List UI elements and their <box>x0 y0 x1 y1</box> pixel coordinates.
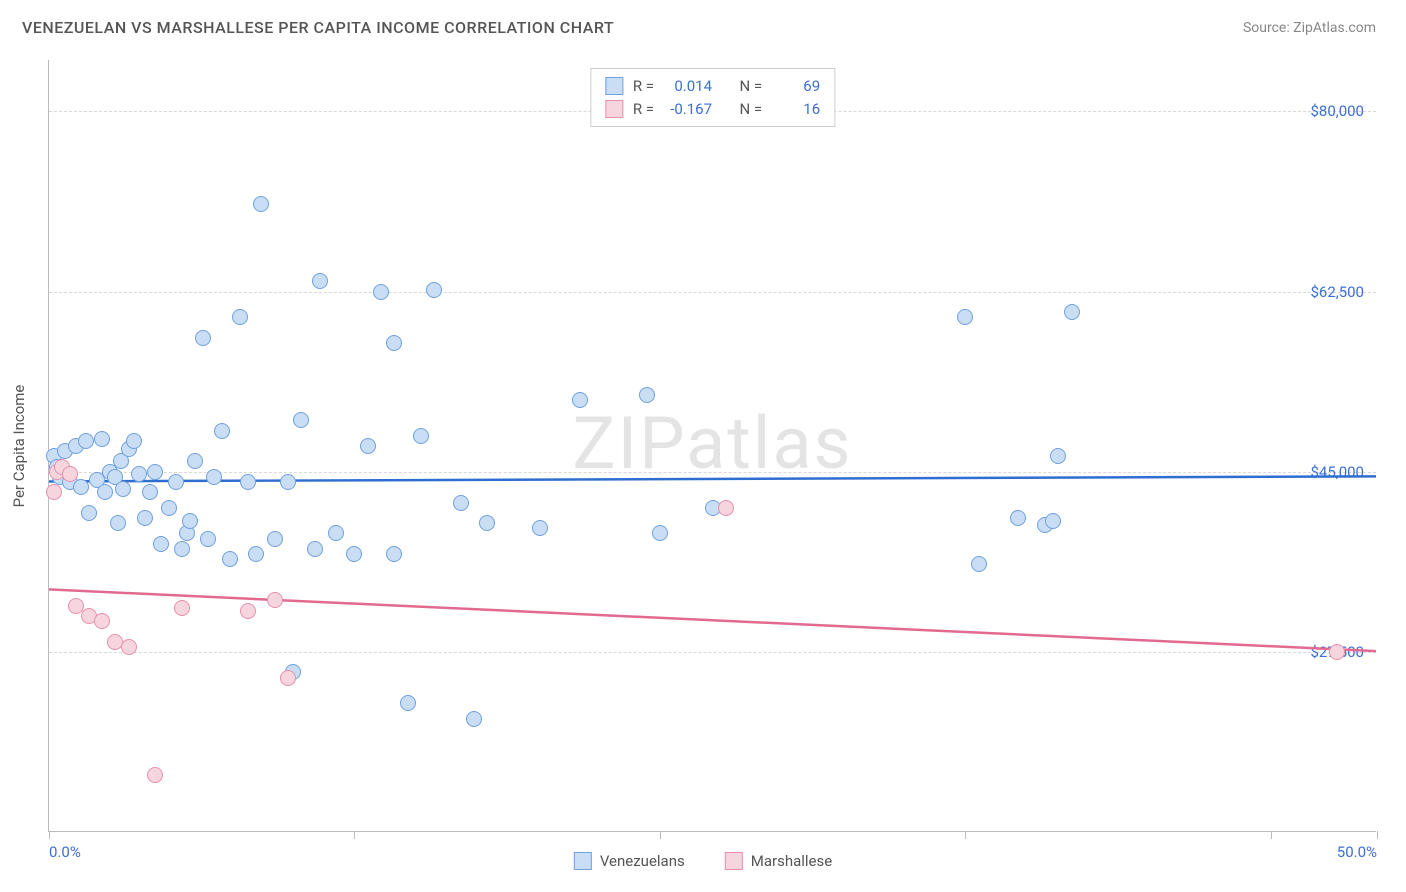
data-point <box>1329 644 1345 660</box>
legend-item: Venezuelans <box>574 852 685 870</box>
data-point <box>78 433 94 449</box>
data-point <box>248 546 264 562</box>
data-point <box>1064 304 1080 320</box>
x-tick <box>354 831 355 839</box>
y-tick-label: $45,000 <box>1310 463 1364 481</box>
data-point <box>346 546 362 562</box>
data-point <box>62 466 78 482</box>
data-point <box>121 639 137 655</box>
gridline <box>49 472 1376 473</box>
legend-swatch <box>574 852 592 870</box>
y-tick-label: $80,000 <box>1310 102 1364 120</box>
data-point <box>147 767 163 783</box>
data-point <box>328 525 344 541</box>
data-point <box>1045 513 1061 529</box>
data-point <box>400 695 416 711</box>
legend-swatch <box>605 100 623 118</box>
data-point <box>182 513 198 529</box>
data-point <box>373 284 389 300</box>
data-point <box>195 330 211 346</box>
data-point <box>426 282 442 298</box>
data-point <box>200 531 216 547</box>
data-point <box>280 670 296 686</box>
data-point <box>360 438 376 454</box>
data-point <box>280 474 296 490</box>
data-point <box>386 546 402 562</box>
data-point <box>94 431 110 447</box>
gridline <box>49 652 1376 653</box>
page-title: VENEZUELAN VS MARSHALLESE PER CAPITA INC… <box>22 18 614 37</box>
data-point <box>161 500 177 516</box>
data-point <box>466 711 482 727</box>
data-point <box>718 500 734 516</box>
data-point <box>115 481 131 497</box>
data-point <box>147 464 163 480</box>
legend-swatch <box>725 852 743 870</box>
data-point <box>137 510 153 526</box>
data-point <box>168 474 184 490</box>
scatter-chart: Per Capita Income ZIPatlas $27,500$45,00… <box>48 60 1376 832</box>
data-point <box>94 613 110 629</box>
data-point <box>174 600 190 616</box>
series-legend: Venezuelans Marshallese <box>574 852 832 870</box>
data-point <box>240 474 256 490</box>
data-point <box>267 531 283 547</box>
data-point <box>206 469 222 485</box>
legend-swatch <box>605 77 623 95</box>
data-point <box>187 453 203 469</box>
data-point <box>174 541 190 557</box>
data-point <box>240 603 256 619</box>
regression-lines <box>49 60 1376 831</box>
data-point <box>572 392 588 408</box>
x-tick <box>965 831 966 839</box>
data-point <box>153 536 169 552</box>
data-point <box>312 273 328 289</box>
data-point <box>110 515 126 531</box>
x-min-label: 0.0% <box>49 843 81 861</box>
x-max-label: 50.0% <box>1337 843 1377 861</box>
data-point <box>479 515 495 531</box>
correlation-stats-box: R =0.014 N =69R =-0.167 N =16 <box>590 68 835 127</box>
stats-row: R =0.014 N =69 <box>605 75 820 98</box>
data-point <box>142 484 158 500</box>
x-tick <box>1377 831 1378 839</box>
data-point <box>126 433 142 449</box>
data-point <box>957 309 973 325</box>
data-point <box>267 592 283 608</box>
y-tick-label: $62,500 <box>1310 283 1364 301</box>
data-point <box>652 525 668 541</box>
data-point <box>214 423 230 439</box>
data-point <box>73 479 89 495</box>
source-credit: Source: ZipAtlas.com <box>1243 20 1376 36</box>
data-point <box>46 484 62 500</box>
data-point <box>639 387 655 403</box>
stats-row: R =-0.167 N =16 <box>605 98 820 121</box>
legend-item: Marshallese <box>725 852 832 870</box>
x-tick <box>1271 831 1272 839</box>
data-point <box>253 196 269 212</box>
data-point <box>293 412 309 428</box>
data-point <box>971 556 987 572</box>
data-point <box>232 309 248 325</box>
data-point <box>1010 510 1026 526</box>
x-tick <box>49 831 50 839</box>
data-point <box>453 495 469 511</box>
data-point <box>81 505 97 521</box>
data-point <box>307 541 323 557</box>
data-point <box>97 484 113 500</box>
data-point <box>1050 448 1066 464</box>
data-point <box>386 335 402 351</box>
data-point <box>532 520 548 536</box>
x-tick <box>660 831 661 839</box>
data-point <box>413 428 429 444</box>
data-point <box>131 466 147 482</box>
y-axis-label: Per Capita Income <box>10 384 28 507</box>
data-point <box>222 551 238 567</box>
gridline <box>49 292 1376 293</box>
